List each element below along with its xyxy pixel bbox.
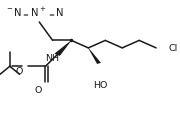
Text: O: O: [15, 66, 22, 75]
Text: HO: HO: [94, 80, 108, 89]
Text: NH: NH: [46, 53, 60, 62]
Polygon shape: [54, 41, 71, 56]
Text: O: O: [35, 86, 42, 95]
Text: $\mathregular{^-}$N$\mathregular{_{=}}$N$\mathregular{^+}$$\mathregular{_{=}}$N: $\mathregular{^-}$N$\mathregular{_{=}}$N…: [5, 5, 65, 18]
Text: Cl: Cl: [169, 44, 178, 53]
Polygon shape: [88, 48, 101, 64]
